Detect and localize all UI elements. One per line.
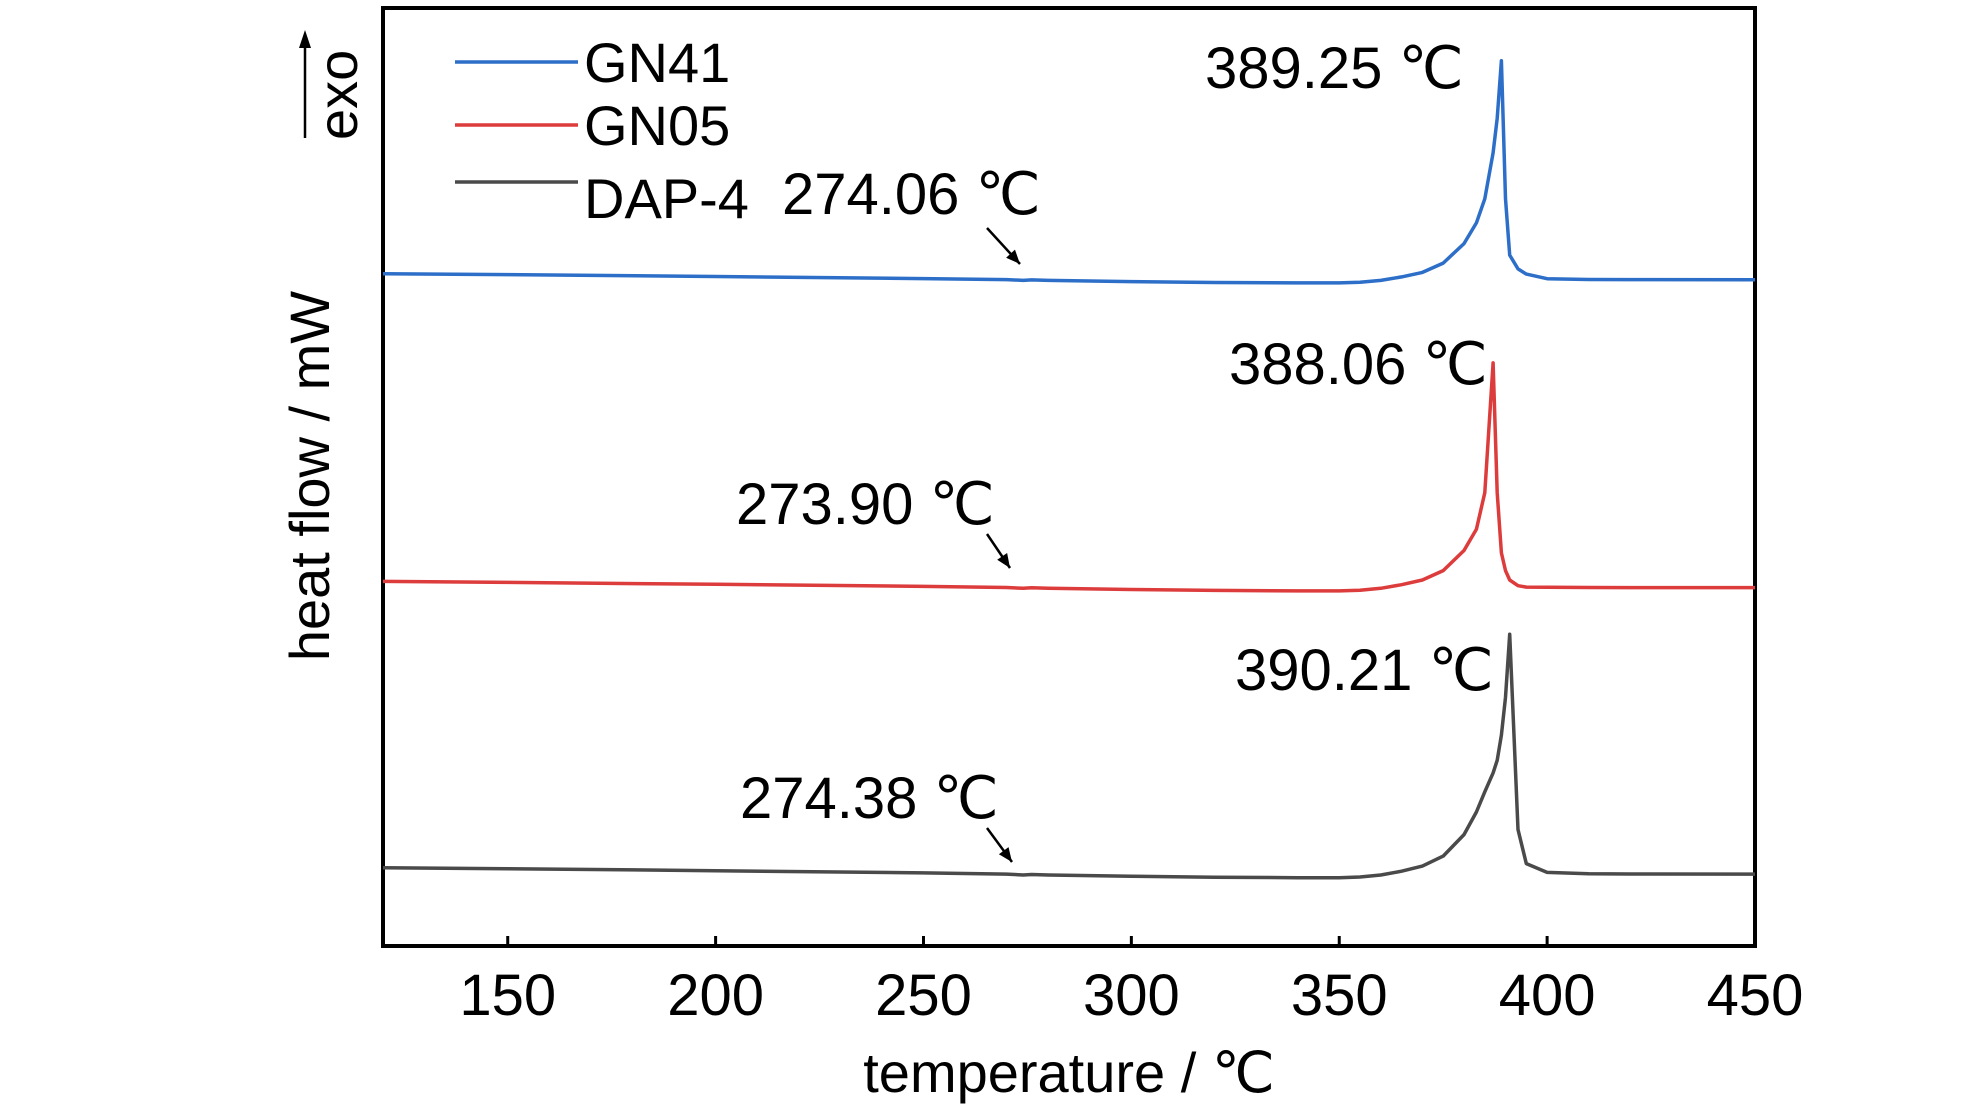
legend-label-dap4: DAP-4 <box>584 167 749 230</box>
x-tick-label-350: 350 <box>1291 963 1388 1028</box>
y-axis-label: heat flow / mW <box>278 291 341 661</box>
exo-arrowhead-icon <box>299 30 311 48</box>
x-tick-label-400: 400 <box>1499 963 1596 1028</box>
legend: GN41 GN05 DAP-4 <box>455 31 749 230</box>
transition-label-gn41: 274.06 ℃ <box>782 162 1041 227</box>
peak-label-dap4: 390.21 ℃ <box>1235 638 1494 703</box>
exo-indicator: exo <box>299 30 369 140</box>
x-tick-label-150: 150 <box>459 963 556 1028</box>
x-axis-label: temperature / ℃ <box>863 1041 1275 1104</box>
annotations: 389.25 ℃ 274.06 ℃ 388.06 ℃ 273.90 ℃ 390.21 ℃… <box>736 36 1494 863</box>
transition-arrowhead-icon-gn41 <box>1006 249 1020 264</box>
x-tick-label-450: 450 <box>1707 963 1804 1028</box>
transition-arrowhead-icon-dap4 <box>998 847 1012 862</box>
legend-label-gn41: GN41 <box>584 31 730 94</box>
series-line-dap4 <box>382 632 1756 880</box>
x-tick-label-250: 250 <box>875 963 972 1028</box>
x-tick-label-200: 200 <box>667 963 764 1028</box>
plot-frame <box>381 6 1757 948</box>
transition-arrowhead-icon-gn05 <box>997 553 1010 568</box>
transition-label-gn05: 273.90 ℃ <box>736 472 995 537</box>
series-line-gn41 <box>382 59 1756 285</box>
series-lines <box>382 59 1756 880</box>
peak-label-gn05: 388.06 ℃ <box>1229 332 1488 397</box>
legend-label-gn05: GN05 <box>584 94 730 157</box>
x-axis-ticks: 150 200 250 300 350 400 450 <box>459 936 1803 1028</box>
peak-label-gn41: 389.25 ℃ <box>1205 36 1464 101</box>
x-tick-label-300: 300 <box>1083 963 1180 1028</box>
exo-label: exo <box>306 50 369 140</box>
series-line-gn05 <box>382 361 1755 593</box>
transition-label-dap4: 274.38 ℃ <box>740 766 999 831</box>
